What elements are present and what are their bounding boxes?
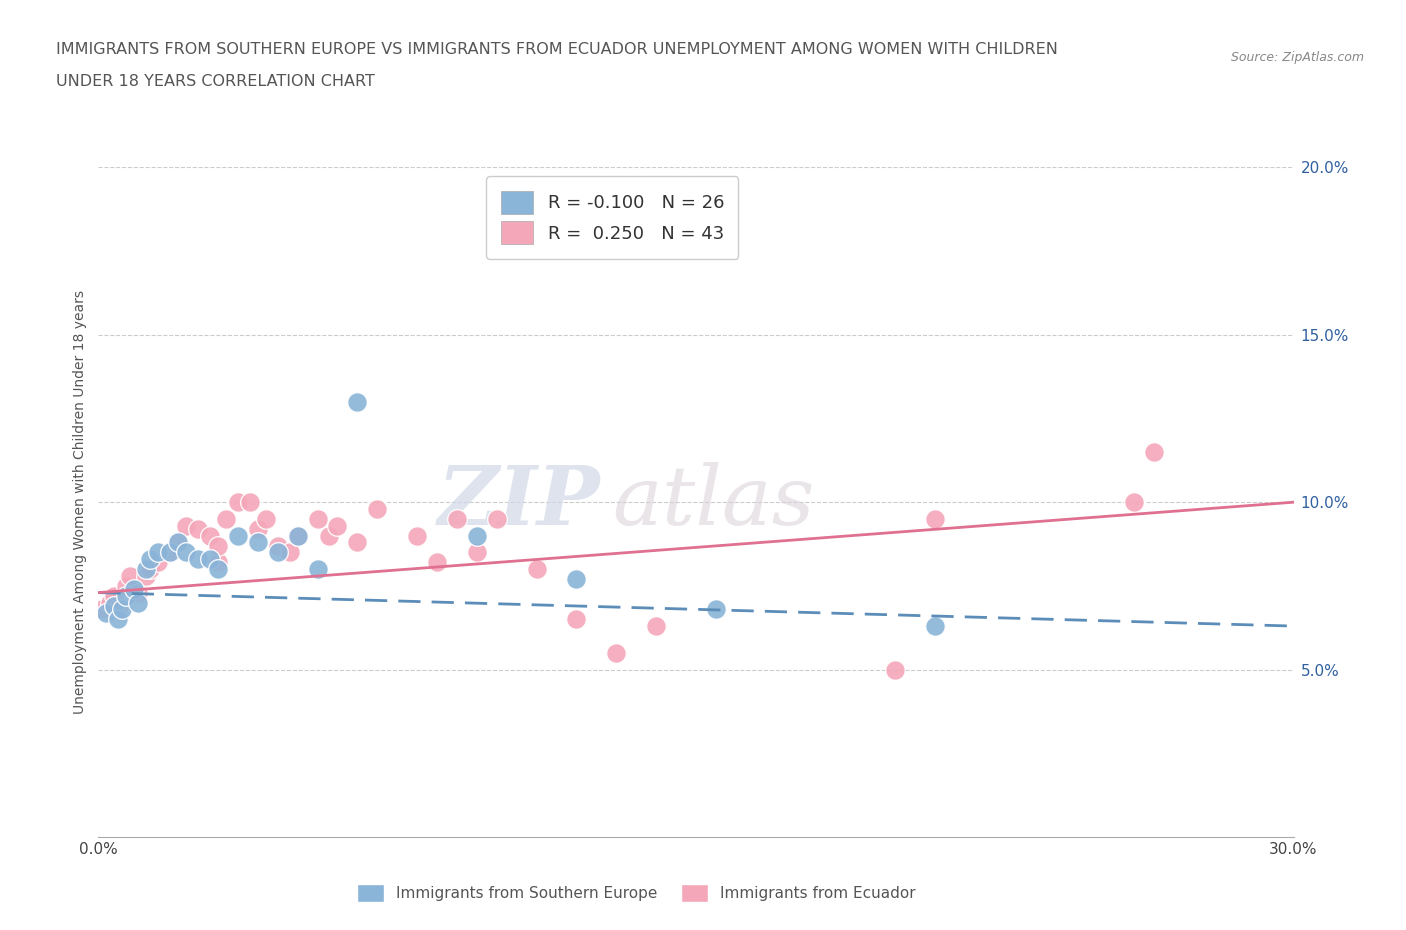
Point [103,589,125,604]
Point [107,612,129,627]
Point [1143,445,1166,459]
Point [187,522,209,537]
Point [565,572,588,587]
Point [278,545,301,560]
Point [135,562,157,577]
Point [884,662,907,677]
Point [346,535,368,550]
Point [924,512,946,526]
Y-axis label: Unemployment Among Women with Children Under 18 years: Unemployment Among Women with Children U… [73,290,87,714]
Point [167,535,190,550]
Point [406,528,429,543]
Point [207,562,229,577]
Point [246,535,269,550]
Point [174,518,197,533]
Point [465,545,488,560]
Point [127,585,149,600]
Point [426,555,449,570]
Point [254,512,277,526]
Point [148,555,170,570]
Point [159,545,181,560]
Point [226,495,249,510]
Text: Source: ZipAtlas.com: Source: ZipAtlas.com [1230,51,1364,64]
Point [239,495,262,510]
Point [124,582,146,597]
Point [167,535,190,550]
Point [103,599,125,614]
Point [346,394,368,409]
Point [207,555,229,570]
Point [526,562,548,577]
Point [318,528,340,543]
Legend: Immigrants from Southern Europe, Immigrants from Ecuador: Immigrants from Southern Europe, Immigra… [349,877,924,910]
Point [226,528,249,543]
Point [148,545,170,560]
Point [287,528,309,543]
Point [565,612,588,627]
Point [366,501,388,516]
Point [605,645,627,660]
Point [287,528,309,543]
Point [645,618,668,633]
Point [307,512,329,526]
Point [135,568,157,583]
Point [120,568,142,583]
Point [307,562,329,577]
Point [267,538,290,553]
Point [1123,495,1146,510]
Point [246,522,269,537]
Point [139,562,162,577]
Point [96,605,118,620]
Point [207,538,229,553]
Point [198,551,221,566]
Point [215,512,238,526]
Text: UNDER 18 YEARS CORRELATION CHART: UNDER 18 YEARS CORRELATION CHART [56,74,375,89]
Point [465,528,488,543]
Text: IMMIGRANTS FROM SOUTHERN EUROPE VS IMMIGRANTS FROM ECUADOR UNEMPLOYMENT AMONG WO: IMMIGRANTS FROM SOUTHERN EUROPE VS IMMIG… [56,42,1059,57]
Text: atlas: atlas [613,462,814,542]
Point [139,551,162,566]
Point [107,602,129,617]
Point [115,589,138,604]
Point [100,595,122,610]
Point [174,545,197,560]
Point [111,602,134,617]
Point [198,528,221,543]
Point [704,602,727,617]
Point [127,595,149,610]
Point [446,512,468,526]
Point [159,545,181,560]
Text: ZIP: ZIP [437,462,600,542]
Point [485,512,508,526]
Point [91,602,114,617]
Point [187,551,209,566]
Point [924,618,946,633]
Point [267,545,290,560]
Point [115,578,138,593]
Point [326,518,349,533]
